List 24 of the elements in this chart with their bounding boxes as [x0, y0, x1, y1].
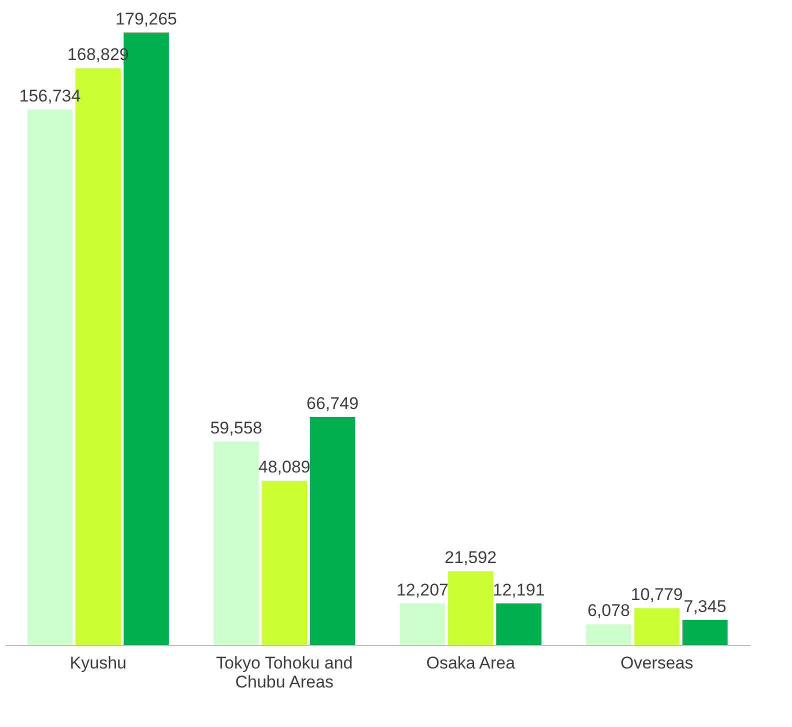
- x-tick-label: Tokyo Tohoku and Chubu Areas: [216, 654, 353, 692]
- x-tick-label: Kyushu: [70, 654, 126, 672]
- bar: [448, 571, 494, 645]
- data-label: 12,191: [492, 580, 545, 600]
- bar: [214, 442, 259, 645]
- data-label: 66,749: [306, 394, 359, 413]
- data-label: 6,078: [587, 601, 630, 620]
- data-label: 10,779: [630, 585, 683, 604]
- data-label: 7,345: [684, 596, 726, 616]
- bar: [400, 603, 446, 645]
- bar: [310, 416, 356, 645]
- data-label: 21,592: [444, 548, 497, 568]
- data-label: 12,207: [396, 580, 448, 600]
- data-label: 59,558: [210, 418, 262, 438]
- bar: [586, 624, 632, 645]
- bar: [27, 110, 73, 645]
- data-label: 179,265: [116, 10, 177, 29]
- bar: [262, 480, 308, 645]
- bar: [682, 620, 728, 645]
- bar: [496, 603, 542, 645]
- x-tick-label: Overseas: [620, 654, 694, 672]
- x-tick-label: Osaka Area: [426, 654, 516, 672]
- bar: [634, 608, 680, 645]
- data-label: 48,089: [258, 458, 310, 477]
